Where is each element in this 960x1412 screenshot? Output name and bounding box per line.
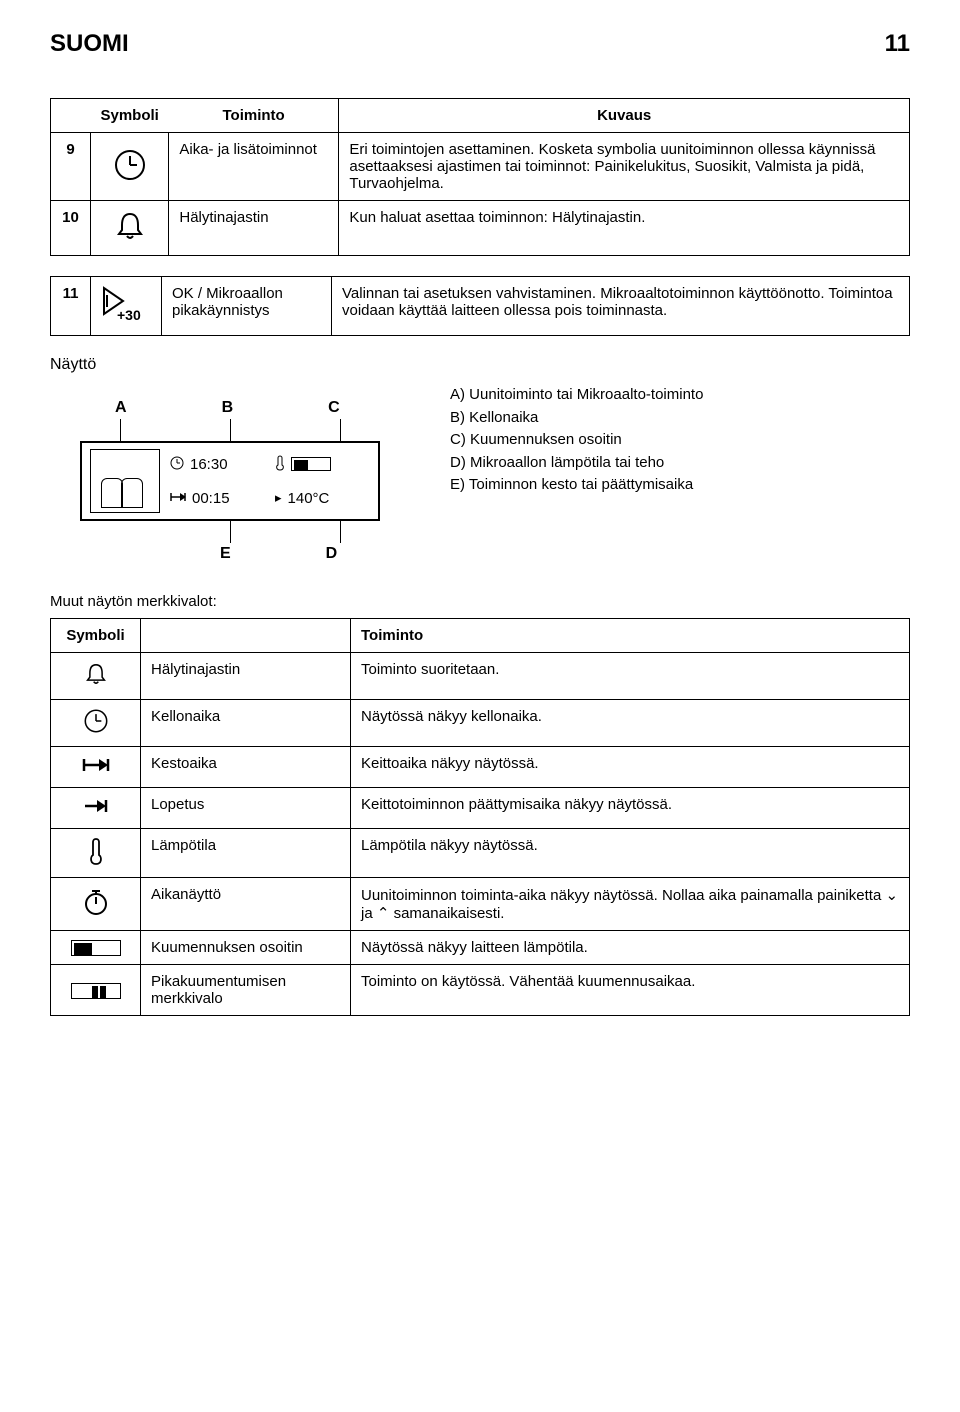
row-name: Hälytinajastin <box>169 201 339 256</box>
legend-label: E) <box>450 476 465 493</box>
label-c: C <box>328 399 340 417</box>
display-time: 16:30 <box>190 456 228 473</box>
label-b: B <box>222 399 234 417</box>
t1-h-kuvaus: Kuvaus <box>339 99 910 133</box>
row-name: Lopetus <box>141 788 351 829</box>
legend-text: Uunitoiminto tai Mikroaalto-toiminto <box>469 386 703 403</box>
row-desc: Toiminto on käytössä. Vähentää kuumennus… <box>351 965 910 1016</box>
t2-h-symboli: Symboli <box>51 619 141 653</box>
table-row: 11 +30 OK / Mikroaallon pikakäynnistys V… <box>51 277 910 336</box>
timer-icon <box>51 878 141 931</box>
legend-label: A) <box>450 386 465 403</box>
legend-text: Kuumennuksen osoitin <box>470 431 622 448</box>
end-icon <box>51 788 141 829</box>
t2-h-toiminto: Toiminto <box>351 619 910 653</box>
row-desc: Keittoaika näkyy näytössä. <box>351 747 910 788</box>
clock-icon <box>51 700 141 747</box>
table-row: Lämpötila Lämpötila näkyy näytössä. <box>51 829 910 878</box>
t1-h-symboli: Symboli <box>91 99 169 133</box>
row-desc: Lämpötila näkyy näytössä. <box>351 829 910 878</box>
row-desc: Eri toimintojen asettaminen. Kosketa sym… <box>339 133 910 201</box>
legend-text: Toiminnon kesto tai päättymisaika <box>469 476 693 493</box>
row-name: Lämpötila <box>141 829 351 878</box>
header-right: 11 <box>885 30 910 58</box>
label-a: A <box>115 399 127 417</box>
header-left: SUOMI <box>50 30 129 58</box>
table-row: Kestoaika Keittoaika näkyy näytössä. <box>51 747 910 788</box>
table-row: Hälytinajastin Toiminto suoritetaan. <box>51 653 910 700</box>
temp-small-icon <box>275 455 285 474</box>
row-desc: Kun haluat asettaa toiminnon: Hälytinaja… <box>339 201 910 256</box>
play-small-icon: ▸ <box>275 490 282 506</box>
start-plus30-icon: +30 <box>91 277 162 336</box>
row-name: Aikanäyttö <box>141 878 351 931</box>
clock-small-icon <box>170 456 184 473</box>
row-desc: Näytössä näkyy laitteen lämpötila. <box>351 931 910 965</box>
oven-mode-icon <box>90 449 160 513</box>
heat-indicator-icon <box>51 931 141 965</box>
bell-icon <box>51 653 141 700</box>
legend-text: Mikroaallon lämpötila tai teho <box>470 454 664 471</box>
row-name: Kestoaika <box>141 747 351 788</box>
row-name: OK / Mikroaallon pikakäynnistys <box>162 277 332 336</box>
page-header: SUOMI 11 <box>50 30 910 58</box>
row-desc: Näytössä näkyy kellonaika. <box>351 700 910 747</box>
duration-small-icon <box>170 491 186 506</box>
row-num: 9 <box>51 133 91 201</box>
table-row: Pikakuumentumisen merkkivalo Toiminto on… <box>51 965 910 1016</box>
table-row: Kuumennuksen osoitin Näytössä näkyy lait… <box>51 931 910 965</box>
table-row: 9 Aika- ja lisätoiminnot Eri toimintojen… <box>51 133 910 201</box>
row-desc: Toiminto suoritetaan. <box>351 653 910 700</box>
symbol-table-1: Symboli Toiminto Kuvaus 9 Aika- ja lisät… <box>50 98 910 256</box>
display-duration: 00:15 <box>192 490 230 507</box>
subtitle: Muut näytön merkkivalot: <box>50 593 910 610</box>
temperature-icon <box>51 829 141 878</box>
table-row: 10 Hälytinajastin Kun haluat asettaa toi… <box>51 201 910 256</box>
row-name: Kuumennuksen osoitin <box>141 931 351 965</box>
symbol-table-2: Symboli Toiminto Hälytinajastin Toiminto… <box>50 618 910 1016</box>
display-legend: A) Uunitoiminto tai Mikroaalto-toiminto … <box>450 384 703 497</box>
fast-heat-icon <box>51 965 141 1016</box>
row-desc: Uunitoiminnon toiminta-aika näkyy näytös… <box>351 878 910 931</box>
legend-text: Kellonaika <box>469 409 538 426</box>
label-e: E <box>220 545 231 563</box>
display-temp: 140°C <box>288 490 330 507</box>
heat-indicator-icon <box>291 457 331 471</box>
row-name: Aika- ja lisätoiminnot <box>169 133 339 201</box>
clock-icon <box>91 133 169 201</box>
row-desc: Valinnan tai asetuksen vahvistaminen. Mi… <box>332 277 910 336</box>
display-diagram: A B C 16:30 <box>80 399 420 563</box>
table-row: Aikanäyttö Uunitoiminnon toiminta-aika n… <box>51 878 910 931</box>
row-name: Hälytinajastin <box>141 653 351 700</box>
row-num: 11 <box>51 277 91 336</box>
table-row: Kellonaika Näytössä näkyy kellonaika. <box>51 700 910 747</box>
bell-icon <box>91 201 169 256</box>
legend-label: C) <box>450 431 466 448</box>
row-desc: Keittotoiminnon päättymisaika näkyy näyt… <box>351 788 910 829</box>
symbol-table-1b: 11 +30 OK / Mikroaallon pikakäynnistys V… <box>50 276 910 336</box>
svg-text:+30: +30 <box>117 307 141 323</box>
legend-label: B) <box>450 409 465 426</box>
legend-label: D) <box>450 454 466 471</box>
section-title: Näyttö <box>50 356 910 374</box>
t1-h-toiminto: Toiminto <box>169 99 339 133</box>
table-row: Lopetus Keittotoiminnon päättymisaika nä… <box>51 788 910 829</box>
row-name: Kellonaika <box>141 700 351 747</box>
row-num: 10 <box>51 201 91 256</box>
duration-icon <box>51 747 141 788</box>
label-d: D <box>326 545 338 563</box>
row-name: Pikakuumentumisen merkkivalo <box>141 965 351 1016</box>
display-screen: 16:30 00:15 ▸ 140°C <box>80 441 380 521</box>
